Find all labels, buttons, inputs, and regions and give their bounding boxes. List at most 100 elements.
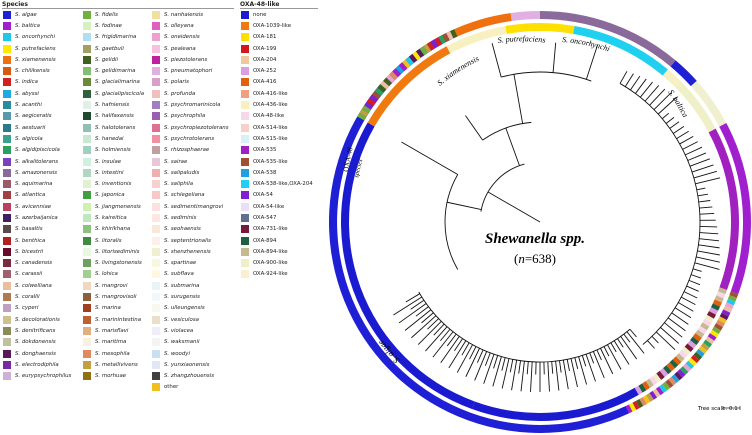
ring-segment	[671, 374, 680, 383]
legend-label: S. saliphila	[164, 181, 194, 188]
legend-swatch	[83, 326, 91, 335]
legend-label: OXA-436-like	[253, 102, 288, 109]
legend-swatch	[152, 202, 160, 211]
legend-entry: OXA-894-like	[241, 246, 313, 257]
legend-entry: S. seohaensis	[152, 224, 229, 235]
ring-segment	[719, 122, 751, 295]
legend-label: S. algae	[15, 11, 37, 18]
legend-swatch	[3, 326, 11, 335]
ring-segment	[670, 60, 697, 87]
legend-label: OXA-547	[253, 214, 277, 221]
legend-swatch	[241, 67, 249, 76]
legend-entry: OXA-731-like	[241, 224, 313, 235]
ring-segment	[677, 369, 686, 378]
legend-entry: S. gelidimarina	[83, 65, 144, 76]
legend-entry: S. olleyana	[152, 20, 229, 31]
legend-swatch	[3, 21, 11, 30]
legend-label: S. intestini	[95, 169, 124, 176]
legend-entry: S. halifaxensis	[83, 111, 144, 122]
legend-label: S. frigidimarina	[95, 34, 137, 41]
legend-entry: OXA-199	[241, 43, 313, 54]
legend-entry: S. subflava	[152, 269, 229, 280]
legend-swatch	[152, 55, 160, 64]
ring-segment	[717, 316, 727, 324]
legend-swatch	[152, 67, 160, 76]
legend-entry: S. salipaludis	[152, 167, 229, 178]
ring-segment	[367, 46, 451, 127]
ring-segment	[371, 90, 381, 100]
legend-swatch	[83, 180, 91, 189]
legend-swatch	[241, 21, 249, 30]
legend-label: S. khirikhana	[95, 226, 131, 233]
ring-segment	[573, 26, 668, 76]
legend-entry: S. amazonensis	[3, 167, 71, 178]
legend-swatch	[3, 78, 11, 87]
ring-segment	[698, 345, 708, 354]
legend-label: S. yunxiaonensis	[164, 361, 210, 368]
ring-segment	[446, 26, 507, 54]
ring-segment	[645, 378, 654, 388]
legend-entry: S. intestini	[83, 167, 144, 178]
legend-swatch	[152, 326, 160, 335]
ring-segment	[685, 360, 695, 370]
ring-segment	[361, 105, 371, 114]
legend-label: S. benthica	[15, 237, 46, 244]
ring-segment	[377, 84, 387, 93]
legend-swatch	[83, 67, 91, 76]
legend-swatch	[3, 338, 11, 347]
legend-swatch	[3, 10, 11, 19]
legend-entry: S. schlegeliana	[152, 190, 229, 201]
legend-label: S. woodyi	[164, 350, 190, 357]
legend-entry: S. japonica	[83, 190, 144, 201]
ring-segment	[634, 385, 643, 395]
legend-swatch	[83, 10, 91, 19]
legend-entry: S. halotolerans	[83, 122, 144, 133]
ring-segment	[392, 68, 402, 77]
legend-label: S. surugensis	[164, 294, 200, 301]
legend-label: S. jiangmenensis	[95, 203, 141, 210]
legend-label: S. aestuarii	[15, 124, 46, 131]
legend-entry: S. mesophila	[83, 348, 144, 359]
ring-segment	[681, 346, 691, 356]
ring-segment	[357, 112, 367, 121]
legend-entry: S. psychropiezotolerans	[152, 122, 229, 133]
ring-segment	[717, 287, 727, 295]
legend-label: S. psychrotolerans	[164, 135, 215, 142]
legend-label: OXA-54-like	[253, 203, 285, 210]
ring-segment	[727, 295, 737, 302]
legend-swatch	[241, 225, 249, 234]
legend-entry: S. algicola	[3, 133, 71, 144]
ring-segment	[540, 11, 676, 67]
legend-entry: S. xiamenensis	[3, 54, 71, 65]
oxa-ring	[340, 22, 739, 421]
ring-segment	[666, 362, 675, 372]
legend-swatch	[152, 270, 160, 279]
species-legend-column-3: S. nanhaiensis S. olleyana S. oneidensis S.…	[152, 9, 229, 393]
legend-label: S. mangrovi	[95, 282, 128, 289]
legend-entry: OXA-204	[241, 54, 313, 65]
legend-entry: S. saliphila	[152, 178, 229, 189]
ring-segment	[450, 13, 512, 39]
legend-label: S. indica	[15, 79, 38, 86]
legend-label: OXA-538-like,OXA-204	[253, 181, 313, 188]
ring-segment	[693, 351, 703, 361]
legend-swatch	[241, 191, 249, 200]
legend-label: S. oncorhynchi	[15, 34, 55, 41]
ring-segment	[663, 365, 672, 375]
legend-entry: OXA-900-like	[241, 258, 313, 269]
legend-swatch	[83, 89, 91, 98]
ring-segment	[684, 343, 694, 353]
legend-label: OXA-535	[253, 147, 277, 154]
ring-segment	[708, 128, 739, 291]
ring-segment	[408, 53, 418, 63]
legend-label: S. olleyana	[164, 22, 194, 29]
legend-entry: S. woodyi	[152, 348, 229, 359]
legend-entry: S. avicenniae	[3, 201, 71, 212]
legend-label: S. putrefaciens	[15, 45, 56, 52]
ring-label-xiamenensis: S. xiamenensis	[435, 54, 480, 88]
legend-swatch	[152, 247, 160, 256]
legend-swatch	[152, 168, 160, 177]
legend-entry: S. gaetbuli	[83, 43, 144, 54]
legend-swatch	[152, 33, 160, 42]
ring-segment	[706, 311, 717, 319]
